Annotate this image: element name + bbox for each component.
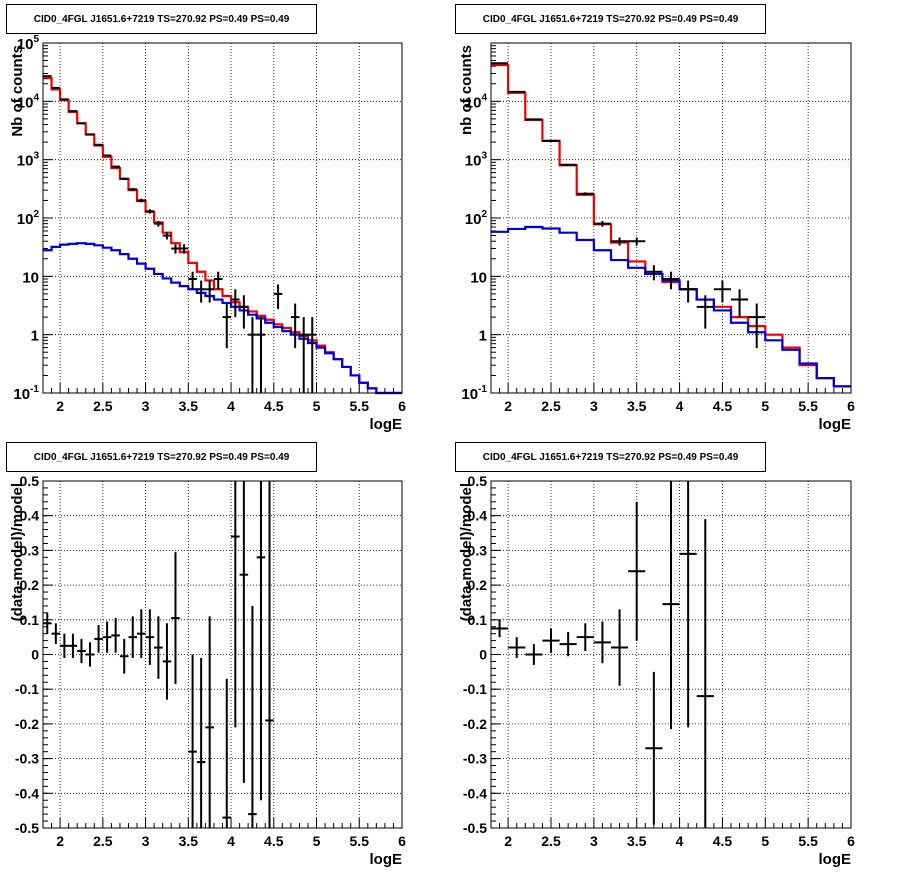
x-tick-label: 4.5 [264, 833, 284, 849]
y-tick-label: 104 [465, 92, 488, 111]
x-tick-label: 4 [227, 398, 235, 414]
y-axis-label: (data-model)/model [9, 483, 26, 621]
x-tick-label: 6 [398, 398, 406, 414]
y-tick-label: 10-1 [13, 384, 39, 403]
x-tick-label: 5 [761, 833, 769, 849]
plot-frame [42, 480, 403, 829]
y-tick-label: -0.1 [463, 681, 487, 697]
x-tick-label: 5.5 [350, 833, 370, 849]
y-tick-label: 103 [17, 151, 40, 170]
panel-residuals-right: 2 2.5 3 3.5 4 4.5 5 5.5 6 -0.5 -0.4 -0.3 -0.2 -0.1 0 0.… [449, 437, 898, 875]
x-tick-label: 3.5 [179, 833, 199, 849]
x-tick-label: 2.5 [93, 833, 113, 849]
y-tick-label: -0.3 [15, 751, 39, 767]
y-tick-label: 0.2 [468, 577, 488, 593]
y-tick-label: 0 [479, 647, 487, 663]
plot-title: CID0_4FGL J1651.6+7219 TS=270.92 PS=0.49… [6, 4, 317, 34]
x-tick-label: 5.5 [798, 398, 818, 414]
plot-title: CID0_4FGL J1651.6+7219 TS=270.92 PS=0.49… [6, 442, 317, 472]
model-histogram [491, 63, 851, 388]
y-tick-label: 0.2 [20, 577, 40, 593]
x-tick-label: 2 [56, 833, 64, 849]
y-tick-label: 1 [31, 328, 39, 345]
y-tick-label: 0.4 [20, 508, 40, 524]
y-tick-label: -0.1 [15, 681, 39, 697]
plot-residuals-right: 2 2.5 3 3.5 4 4.5 5 5.5 6 -0.5 -0.4 -0.3 -0.2 -0.1 0 0.… [458, 473, 855, 868]
y-tick-label: 10-1 [461, 384, 487, 403]
plot-counts-right: 2 2.5 3 3.5 4 4.5 5 5.5 6 10-1 1 10 102 103 104 logE nb … [458, 42, 855, 433]
x-tick-label: 3.5 [179, 398, 199, 414]
x-tick-label: 3.5 [627, 833, 647, 849]
background-histogram [43, 242, 402, 395]
y-tick-label: 10 [470, 269, 487, 286]
y-axis-label: nb of counts [458, 45, 475, 135]
x-axis-label: logE [370, 851, 403, 868]
y-tick-label: 1 [479, 328, 487, 345]
y-tick-label: 0.4 [468, 508, 488, 524]
plot-frame [490, 42, 852, 394]
y-tick-label: 102 [17, 209, 40, 228]
x-axis-label: logE [819, 851, 852, 868]
x-tick-label: 3 [142, 398, 150, 414]
y-tick-label: -0.4 [463, 785, 487, 801]
x-tick-label: 4 [676, 833, 684, 849]
y-tick-label: 0.5 [20, 473, 40, 489]
panel-counts-right: 2 2.5 3 3.5 4 4.5 5 5.5 6 10-1 1 10 102 103 104 logE nb … [449, 0, 898, 437]
y-tick-label: 102 [465, 209, 488, 228]
background-histogram [491, 225, 851, 388]
y-tick-label: 0.3 [468, 542, 488, 558]
x-tick-label: 2 [504, 398, 512, 414]
x-tick-label: 4 [227, 833, 235, 849]
x-tick-label: 3 [590, 833, 598, 849]
y-tick-label: -0.5 [463, 820, 487, 836]
y-tick-label: 103 [465, 151, 488, 170]
plot-frame [42, 42, 403, 394]
x-tick-label: 3 [142, 833, 150, 849]
x-tick-label: 2 [504, 833, 512, 849]
x-tick-label: 4 [676, 398, 684, 414]
plot-title: CID0_4FGL J1651.6+7219 TS=270.92 PS=0.49… [455, 442, 766, 472]
x-axis-label: logE [819, 416, 852, 433]
x-tick-label: 6 [398, 833, 406, 849]
y-tick-label: 0.5 [468, 473, 488, 489]
x-tick-label: 5.5 [350, 398, 370, 414]
y-tick-label: 0.1 [468, 612, 488, 628]
x-tick-label: 2 [56, 398, 64, 414]
x-tick-label: 2.5 [541, 833, 561, 849]
y-tick-label: 104 [17, 92, 40, 111]
panel-counts-left: 2 2.5 3 3.5 4 4.5 5 5.5 6 10-1 1 10 102 103 104 105 logE… [0, 0, 449, 437]
y-tick-label: -0.2 [463, 716, 487, 732]
x-tick-label: 5 [761, 398, 769, 414]
model-histogram [43, 77, 402, 395]
y-tick-label: 105 [17, 34, 40, 53]
y-tick-label: -0.5 [15, 820, 39, 836]
y-axis-label: (data-model)/model [458, 483, 475, 621]
x-tick-label: 5 [313, 398, 321, 414]
plot-title: CID0_4FGL J1651.6+7219 TS=270.92 PS=0.49… [455, 4, 766, 34]
x-tick-label: 2.5 [541, 398, 561, 414]
plot-residuals-left: 2 2.5 3 3.5 4 4.5 5 5.5 6 -0.5 -0.4 -0.3 -0.2 -0.1 0 0.… [9, 473, 406, 868]
y-axis-label: Nb of counts [9, 45, 26, 137]
x-tick-label: 5 [313, 833, 321, 849]
panel-residuals-left: 2 2.5 3 3.5 4 4.5 5 5.5 6 -0.5 -0.4 -0.3 -0.2 -0.1 0 0.… [0, 437, 449, 875]
x-tick-label: 6 [847, 833, 855, 849]
x-tick-label: 2.5 [93, 398, 113, 414]
x-tick-label: 3 [590, 398, 598, 414]
y-tick-label: -0.2 [15, 716, 39, 732]
x-axis-label: logE [370, 416, 403, 433]
y-tick-label: -0.3 [463, 751, 487, 767]
plot-counts-left: 2 2.5 3 3.5 4 4.5 5 5.5 6 10-1 1 10 102 103 104 105 logE… [9, 34, 406, 433]
y-tick-label: 10 [22, 269, 39, 286]
x-tick-label: 6 [847, 398, 855, 414]
x-tick-label: 4.5 [713, 833, 733, 849]
y-tick-label: -0.4 [15, 785, 39, 801]
x-tick-label: 3.5 [627, 398, 647, 414]
x-tick-label: 4.5 [713, 398, 733, 414]
plot-frame [490, 480, 852, 829]
x-tick-label: 5.5 [798, 833, 818, 849]
y-tick-label: 0 [31, 647, 39, 663]
y-tick-label: 0.3 [20, 542, 40, 558]
x-tick-label: 4.5 [264, 398, 284, 414]
y-tick-label: 0.1 [20, 612, 40, 628]
